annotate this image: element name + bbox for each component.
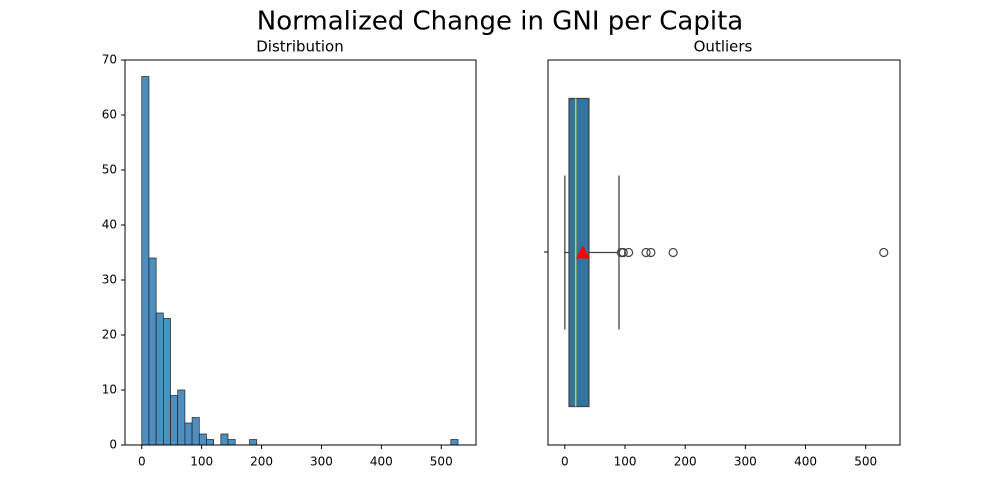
bar [177,389,186,446]
bar [227,439,236,446]
bar [155,312,164,446]
y-tick-label: 40 [102,218,117,232]
x-tick-label: 500 [430,455,453,469]
plot-frame [124,59,477,446]
box [568,97,590,408]
x-tick-label: 400 [794,455,817,469]
bar [249,439,258,446]
y-tick-label: 70 [102,53,117,67]
y-tick-label: 60 [102,108,117,122]
mean-marker [575,245,590,259]
bar [191,417,200,446]
x-tick-label: 500 [854,455,877,469]
bar [220,433,229,446]
x-tick-label: 300 [734,455,757,469]
figure-title: Normalized Change in GNI per Capita [257,7,743,37]
outlier [879,247,889,258]
y-tick-label: 10 [102,383,117,397]
bar [141,76,150,446]
x-tick-label: 0 [561,455,569,469]
bar [148,257,157,446]
x-tick-label: 0 [138,455,146,469]
bar [162,318,171,446]
chart-title: Distribution [256,38,344,56]
y-tick-label: 30 [102,273,117,287]
chart-title: Outliers [694,38,753,56]
x-tick-label: 400 [370,455,393,469]
outlier [624,247,634,258]
y-tick-label: 50 [102,163,117,177]
bar [198,433,207,446]
plot-frame [547,59,901,446]
x-tick-label: 200 [674,455,697,469]
y-tick-label: 0 [109,438,117,452]
bar [184,422,193,446]
x-tick-label: 200 [250,455,273,469]
outlier [646,247,656,258]
bar [206,439,214,446]
x-tick-label: 300 [310,455,333,469]
x-tick-label: 100 [190,455,213,469]
outlier [618,247,628,258]
y-tick-label: 20 [102,328,117,342]
outlier [641,247,651,258]
x-tick-label: 100 [614,455,637,469]
bar [450,439,459,446]
bar [170,395,179,446]
outlier [668,247,678,258]
